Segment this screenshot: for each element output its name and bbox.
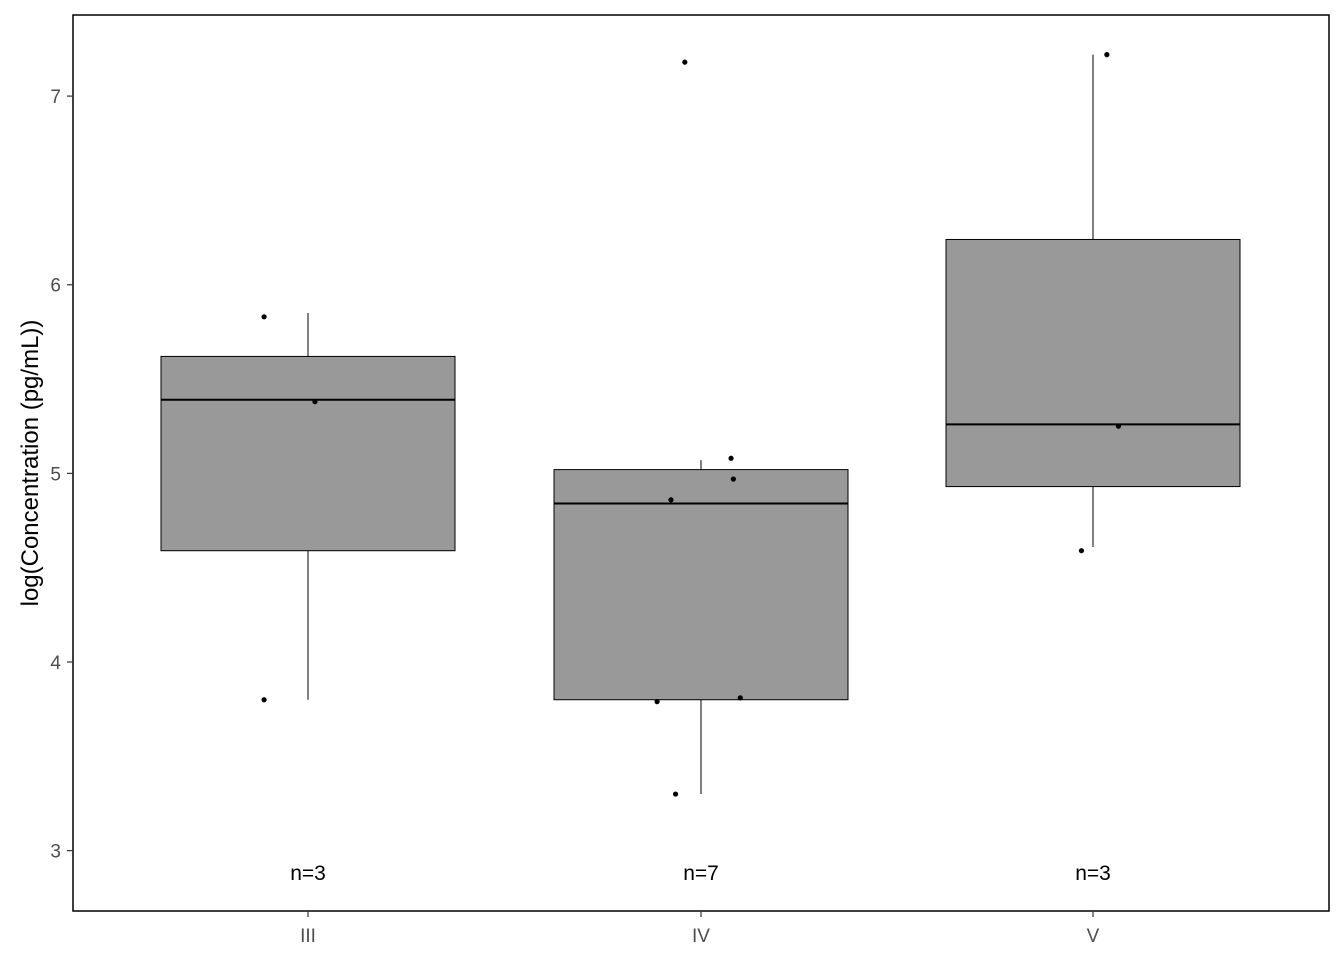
y-tick-label: 6 — [50, 276, 61, 297]
iqr-box — [945, 238, 1241, 488]
data-point — [1104, 52, 1110, 58]
x-tick-label: V — [1087, 926, 1100, 947]
iqr-box — [553, 469, 849, 701]
y-tick-label: 5 — [50, 464, 61, 485]
data-point — [672, 791, 679, 797]
iqr-box — [160, 355, 456, 552]
count-labels: n=3 n=7 n=3 — [290, 862, 1111, 885]
count-label: n=7 — [683, 862, 719, 885]
box-group-iv — [553, 460, 849, 795]
data-point — [261, 697, 267, 703]
y-tick-label: 3 — [50, 842, 61, 863]
count-label: n=3 — [1075, 862, 1111, 885]
x-axis: III IV V — [300, 911, 1100, 947]
data-point — [737, 695, 743, 701]
y-axis-title: log(Concentration (pg/mL)) — [17, 320, 44, 607]
data-point — [1115, 423, 1122, 429]
box-group-v — [945, 54, 1241, 547]
data-point — [312, 399, 318, 405]
data-points — [261, 52, 1122, 797]
box-groups — [160, 54, 1241, 795]
count-label: n=3 — [290, 862, 326, 885]
box-group-iii — [160, 313, 456, 700]
x-tick-label: III — [300, 926, 316, 947]
data-point — [654, 699, 660, 705]
data-point — [1078, 548, 1085, 554]
y-tick-label: 4 — [50, 653, 61, 674]
data-point — [682, 59, 688, 65]
y-axis: 3 4 5 6 7 — [50, 87, 73, 863]
data-point — [730, 476, 736, 482]
data-point — [728, 455, 734, 461]
data-point — [668, 497, 674, 503]
y-tick-label: 7 — [50, 87, 61, 108]
data-point — [261, 314, 267, 320]
x-tick-label: IV — [692, 926, 710, 947]
